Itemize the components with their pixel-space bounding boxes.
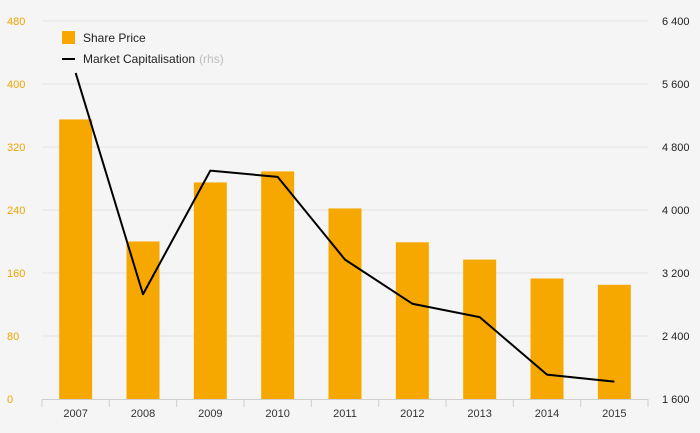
legend-rhs-note: (rhs)	[199, 51, 224, 66]
legend-item-market-cap: Market Capitalisation (rhs)	[62, 48, 224, 69]
bar-share-price	[328, 208, 362, 399]
x-tick-label: 2010	[265, 408, 289, 420]
x-tick-label: 2013	[467, 408, 491, 420]
line-market-cap	[74, 72, 615, 383]
bar-share-price	[395, 242, 429, 399]
bar-share-price	[463, 259, 497, 399]
y-tick-left: 0	[7, 394, 13, 406]
bar-share-price	[59, 119, 93, 399]
x-tick-label: 2007	[63, 408, 87, 420]
bar-share-price	[530, 278, 564, 399]
legend-label-market-cap: Market Capitalisation	[83, 51, 196, 66]
bar-share-price	[126, 241, 160, 399]
y-tick-right: 1 600	[662, 394, 690, 406]
y-tick-right: 6 400	[662, 16, 690, 28]
legend-label-share-price: Share Price	[83, 30, 146, 45]
y-tick-right: 2 400	[662, 331, 690, 343]
x-tick-label: 2011	[333, 408, 357, 420]
x-tick-label: 2009	[198, 408, 222, 420]
y-tick-left: 160	[7, 268, 25, 280]
y-tick-right: 4 000	[662, 205, 690, 217]
y-tick-left: 400	[7, 79, 25, 91]
x-tick-label: 2008	[131, 408, 155, 420]
y-tick-right: 3 200	[662, 268, 690, 280]
y-tick-left: 240	[7, 205, 25, 217]
x-tick-label: 2012	[400, 408, 424, 420]
y-tick-right: 5 600	[662, 79, 690, 91]
y-tick-right: 4 800	[662, 142, 690, 154]
x-tick-label: 2015	[602, 408, 626, 420]
legend: Share Price Market Capitalisation (rhs)	[62, 27, 224, 69]
y-tick-left: 80	[7, 331, 19, 343]
legend-swatch-bar	[62, 31, 75, 44]
bar-share-price	[261, 171, 295, 399]
y-tick-left: 480	[7, 16, 25, 28]
bar-share-price	[193, 182, 227, 399]
bar-share-price	[597, 284, 631, 399]
y-tick-left: 320	[7, 142, 25, 154]
legend-swatch-line	[62, 57, 75, 60]
legend-item-share-price: Share Price	[62, 27, 224, 48]
x-tick-label: 2014	[535, 408, 559, 420]
